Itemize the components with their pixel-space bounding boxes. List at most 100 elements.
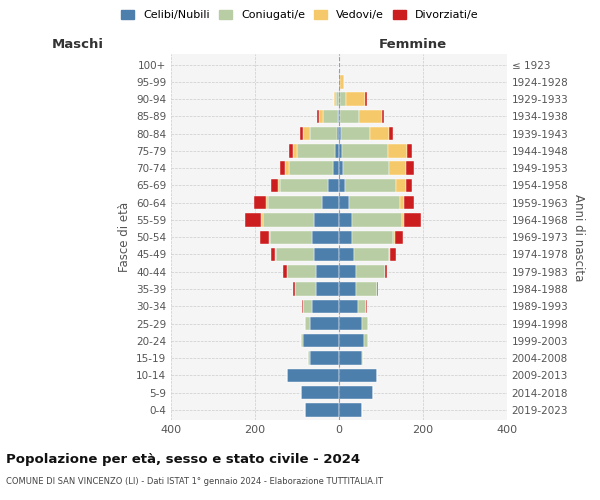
Bar <box>297 144 335 158</box>
Bar <box>271 248 275 261</box>
Bar <box>266 196 268 209</box>
Y-axis label: Fasce di età: Fasce di età <box>118 202 131 272</box>
Bar <box>280 179 328 192</box>
Bar <box>404 214 421 226</box>
Bar <box>301 386 339 400</box>
Bar <box>366 300 367 313</box>
Bar <box>339 386 373 400</box>
Bar <box>377 282 378 296</box>
Bar <box>339 282 356 296</box>
Bar <box>359 110 382 123</box>
Bar <box>362 317 368 330</box>
Bar <box>271 179 278 192</box>
Bar <box>305 403 339 416</box>
Bar <box>339 162 343 175</box>
Bar <box>302 300 304 313</box>
Bar <box>287 368 339 382</box>
Bar <box>334 92 335 106</box>
Bar <box>295 282 316 296</box>
Bar <box>270 230 311 244</box>
Bar <box>289 162 332 175</box>
Bar <box>388 144 407 158</box>
Bar <box>254 196 266 209</box>
Bar <box>340 110 359 123</box>
Bar <box>389 162 406 175</box>
Bar <box>260 230 269 244</box>
Bar <box>352 214 402 226</box>
Bar <box>305 317 310 330</box>
Bar <box>339 196 349 209</box>
Bar <box>394 230 395 244</box>
Bar <box>262 214 263 226</box>
Bar <box>353 248 389 261</box>
Bar <box>404 196 415 209</box>
Bar <box>328 179 339 192</box>
Bar <box>362 352 363 365</box>
Bar <box>340 92 346 106</box>
Bar <box>268 196 322 209</box>
Bar <box>335 92 339 106</box>
Bar <box>356 282 377 296</box>
Bar <box>343 162 389 175</box>
Text: Femmine: Femmine <box>379 38 447 51</box>
Bar <box>337 127 339 140</box>
Bar <box>316 265 339 278</box>
Text: Maschi: Maschi <box>51 38 103 51</box>
Bar <box>316 282 339 296</box>
Bar <box>389 127 392 140</box>
Bar <box>293 144 297 158</box>
Bar <box>283 265 287 278</box>
Bar <box>339 403 362 416</box>
Bar <box>339 144 343 158</box>
Bar <box>385 265 387 278</box>
Bar <box>400 196 404 209</box>
Bar <box>395 179 406 192</box>
Bar <box>346 92 365 106</box>
Bar <box>358 300 366 313</box>
Bar <box>345 179 395 192</box>
Bar <box>339 92 340 106</box>
Bar <box>276 248 314 261</box>
Bar <box>339 300 358 313</box>
Bar <box>304 300 311 313</box>
Bar <box>339 127 341 140</box>
Bar <box>293 282 295 296</box>
Bar <box>349 196 400 209</box>
Bar <box>245 214 262 226</box>
Bar <box>339 334 364 347</box>
Bar <box>370 127 389 140</box>
Bar <box>323 110 338 123</box>
Legend: Celibi/Nubili, Coniugati/e, Vedovi/e, Divorziati/e: Celibi/Nubili, Coniugati/e, Vedovi/e, Di… <box>117 6 483 25</box>
Bar <box>356 265 385 278</box>
Bar <box>322 196 339 209</box>
Bar <box>285 162 289 175</box>
Bar <box>263 214 314 226</box>
Bar <box>406 179 412 192</box>
Bar <box>310 317 339 330</box>
Text: Popolazione per età, sesso e stato civile - 2024: Popolazione per età, sesso e stato civil… <box>6 452 360 466</box>
Bar <box>308 352 310 365</box>
Bar <box>314 214 339 226</box>
Bar <box>310 352 339 365</box>
Text: COMUNE DI SAN VINCENZO (LI) - Dati ISTAT 1° gennaio 2024 - Elaborazione TUTTITAL: COMUNE DI SAN VINCENZO (LI) - Dati ISTAT… <box>6 478 383 486</box>
Bar <box>339 75 340 88</box>
Bar <box>304 127 310 140</box>
Bar <box>278 179 280 192</box>
Bar <box>407 144 412 158</box>
Bar <box>300 127 304 140</box>
Bar <box>406 162 413 175</box>
Bar <box>339 214 352 226</box>
Bar <box>317 110 319 123</box>
Bar <box>402 214 404 226</box>
Bar <box>301 334 304 347</box>
Bar <box>339 179 345 192</box>
Bar <box>365 92 367 106</box>
Bar <box>338 110 339 123</box>
Bar <box>269 230 270 244</box>
Bar <box>389 248 390 261</box>
Bar <box>339 110 340 123</box>
Bar <box>382 110 384 123</box>
Bar <box>304 334 339 347</box>
Bar <box>332 162 339 175</box>
Y-axis label: Anni di nascita: Anni di nascita <box>572 194 585 281</box>
